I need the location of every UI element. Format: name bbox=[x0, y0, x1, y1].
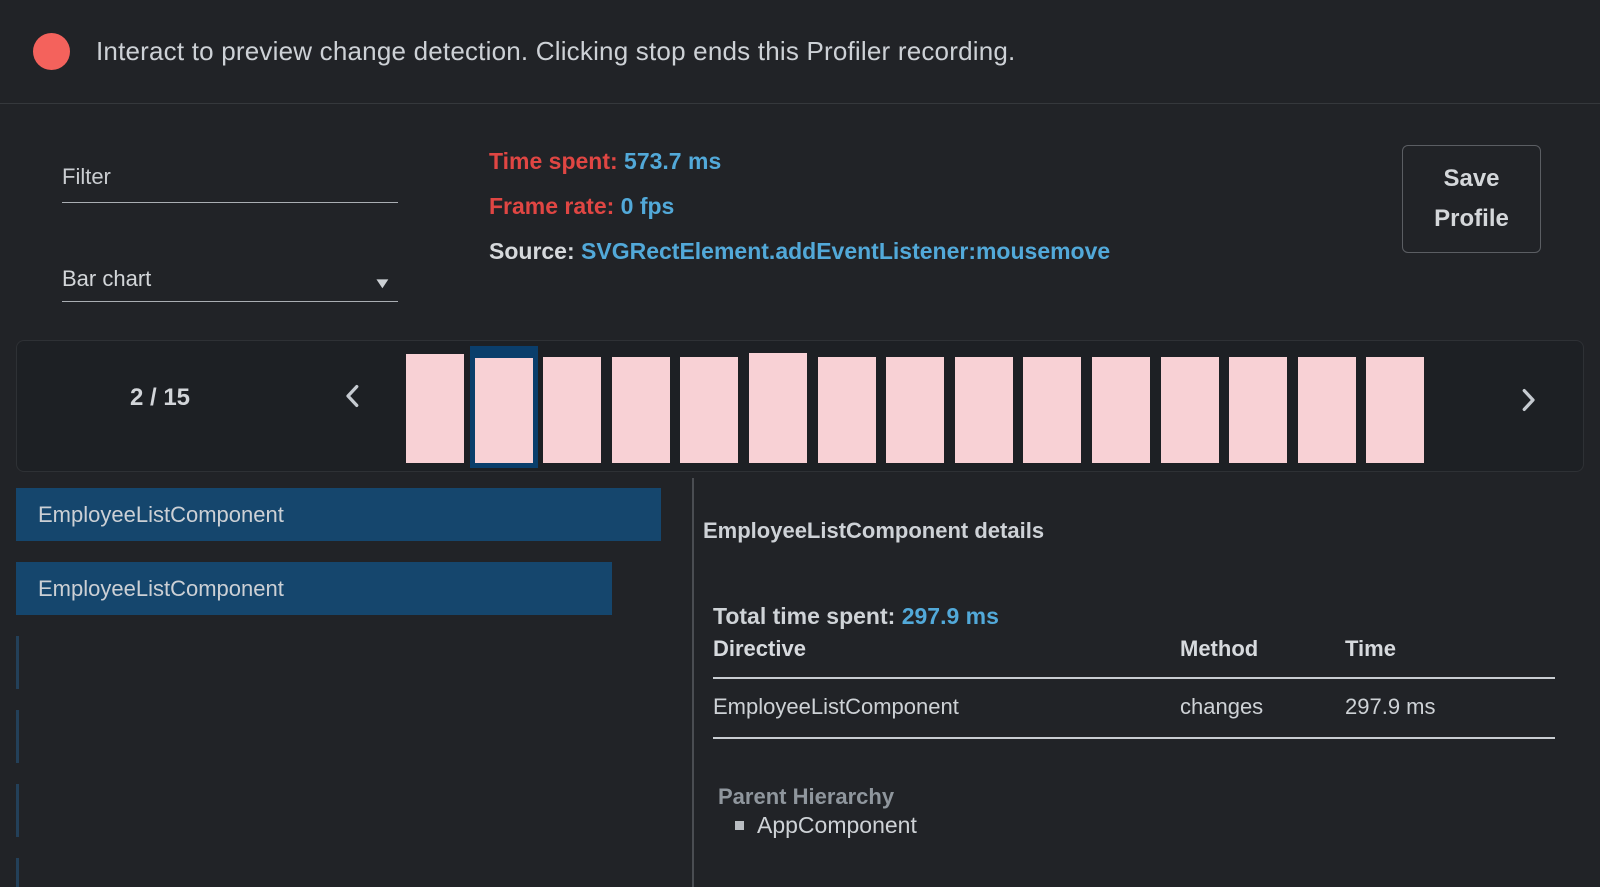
square-bullet-icon bbox=[735, 821, 744, 830]
frame-bar[interactable] bbox=[817, 357, 876, 463]
recording-message: Interact to preview change detection. Cl… bbox=[96, 36, 1016, 66]
source-stat: Source: SVGRectElement.addEventListener:… bbox=[489, 238, 1110, 264]
parent-hierarchy-title: Parent Hierarchy bbox=[718, 784, 895, 809]
frame-bar[interactable] bbox=[1092, 357, 1150, 463]
recording-banner: Interact to preview change detection. Cl… bbox=[0, 0, 1600, 104]
frame-bar[interactable] bbox=[1366, 357, 1425, 463]
frame-bar[interactable] bbox=[406, 354, 464, 463]
frame-bar[interactable] bbox=[543, 357, 602, 463]
table-column-header: Directive bbox=[713, 636, 1180, 679]
table-column-header: Time bbox=[1345, 636, 1555, 679]
flame-row[interactable]: EmployeeListComponent bbox=[16, 562, 612, 615]
save-profile-button[interactable]: Save Profile bbox=[1402, 145, 1541, 253]
filter-input[interactable] bbox=[62, 152, 398, 203]
frame-bar[interactable] bbox=[1297, 357, 1356, 463]
frames-panel: 2 / 15 bbox=[16, 340, 1584, 472]
table-row[interactable]: EmployeeListComponent changes 297.9 ms bbox=[713, 678, 1555, 739]
table-cell: EmployeeListComponent bbox=[713, 678, 1180, 739]
source-value: SVGRectElement.addEventListener:mousemov… bbox=[581, 238, 1111, 264]
total-time-value: 297.9 ms bbox=[901, 603, 999, 629]
time-spent-value: 573.7 ms bbox=[624, 148, 722, 174]
chart-type-select[interactable]: Bar chart ▼ bbox=[62, 252, 398, 302]
chevron-down-icon: ▼ bbox=[372, 275, 393, 292]
frame-rate-label: Frame rate: bbox=[489, 193, 615, 219]
time-spent-label: Time spent: bbox=[489, 148, 618, 174]
flame-row-mini[interactable] bbox=[16, 636, 19, 689]
hierarchy-item-label: AppComponent bbox=[757, 812, 917, 838]
frame-bar[interactable] bbox=[886, 357, 945, 463]
frame-bar[interactable] bbox=[474, 358, 533, 463]
table-cell: 297.9 ms bbox=[1345, 678, 1555, 739]
previous-frame-button[interactable] bbox=[338, 381, 368, 416]
chart-type-value: Bar chart bbox=[62, 266, 152, 291]
details-title: EmployeeListComponent details bbox=[703, 518, 1045, 544]
frame-bar[interactable] bbox=[680, 357, 739, 463]
flame-row[interactable]: EmployeeListComponent bbox=[16, 488, 661, 541]
stop-recording-button[interactable] bbox=[33, 33, 70, 70]
parent-hierarchy-list: AppComponent bbox=[735, 812, 917, 851]
chevron-left-icon bbox=[346, 385, 359, 407]
recording-stats: Time spent: 573.7 ms Frame rate: 0 fps S… bbox=[489, 148, 1110, 283]
panel-divider bbox=[692, 478, 694, 887]
total-time-spent: Total time spent: 297.9 ms bbox=[713, 603, 999, 630]
table-header-row: Directive Method Time bbox=[713, 636, 1555, 679]
frame-bar[interactable] bbox=[749, 353, 807, 463]
frame-bar[interactable] bbox=[611, 357, 670, 463]
next-frame-button[interactable] bbox=[1513, 385, 1543, 420]
frame-counter: 2 / 15 bbox=[129, 384, 191, 411]
table-cell: changes bbox=[1180, 678, 1345, 739]
hierarchy-item[interactable]: AppComponent bbox=[735, 812, 917, 839]
frame-bars bbox=[17, 341, 1583, 471]
chevron-right-icon bbox=[1522, 389, 1535, 411]
table-column-header: Method bbox=[1180, 636, 1345, 679]
frame-rate-value: 0 fps bbox=[620, 193, 675, 219]
frame-bar[interactable] bbox=[1160, 357, 1219, 463]
filter-field bbox=[62, 152, 398, 203]
flame-row-mini[interactable] bbox=[16, 784, 19, 837]
frame-bar[interactable] bbox=[1023, 357, 1082, 463]
frame-bar[interactable] bbox=[1229, 357, 1288, 463]
frame-rate-stat: Frame rate: 0 fps bbox=[489, 193, 1110, 219]
source-label: Source: bbox=[489, 238, 575, 264]
time-spent-stat: Time spent: 573.7 ms bbox=[489, 148, 1110, 174]
directive-table: Directive Method Time EmployeeListComponen… bbox=[713, 636, 1555, 739]
flame-row-mini[interactable] bbox=[16, 858, 19, 887]
frame-bar[interactable] bbox=[954, 357, 1013, 463]
flame-row-mini[interactable] bbox=[16, 710, 19, 763]
total-time-label: Total time spent: bbox=[713, 603, 896, 629]
